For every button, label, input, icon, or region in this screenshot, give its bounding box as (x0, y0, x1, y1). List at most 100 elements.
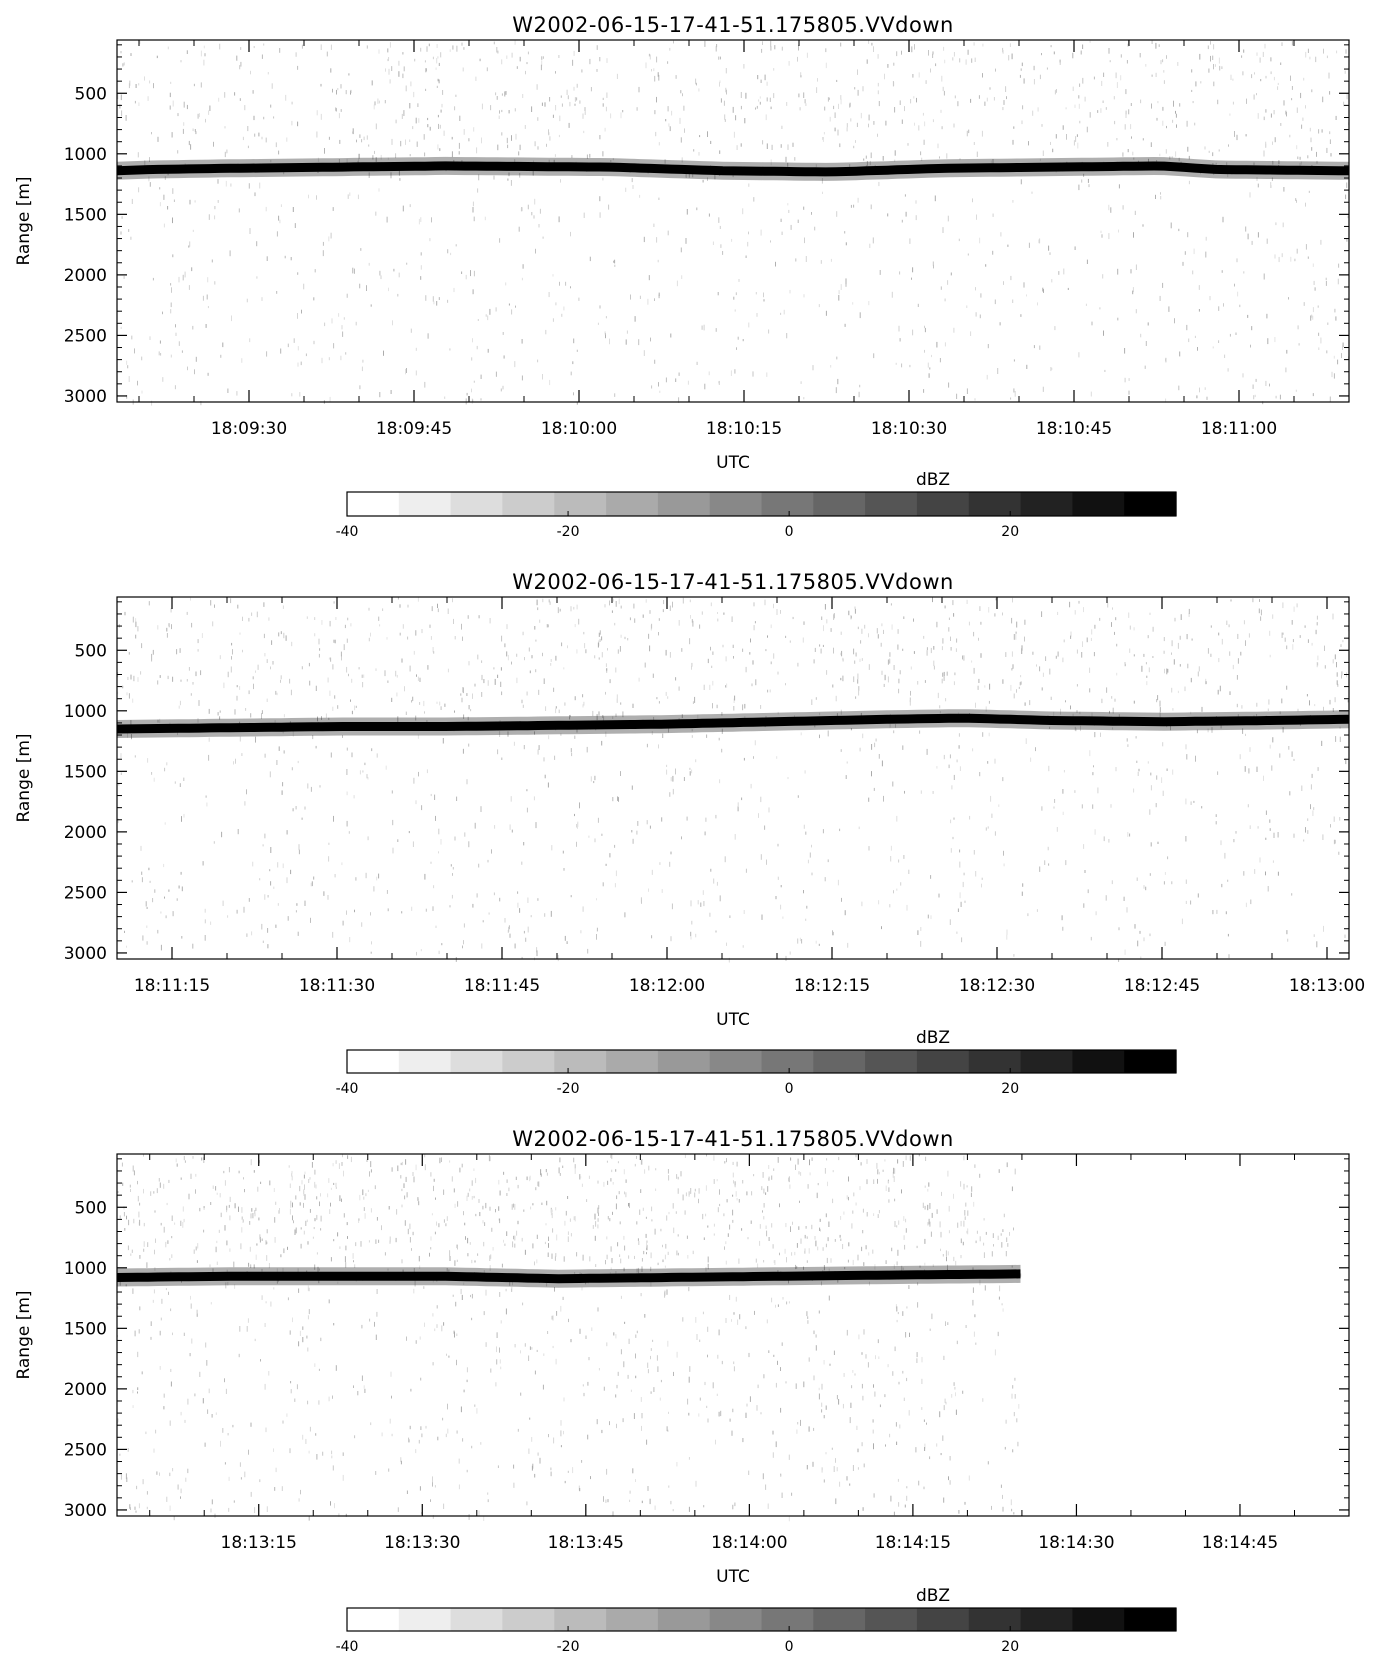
speckle (189, 199, 191, 205)
speckle (550, 1209, 552, 1216)
speckle (742, 1180, 744, 1184)
speckle (785, 683, 786, 686)
speckle (691, 666, 692, 670)
speckle (434, 794, 436, 800)
speckle (204, 908, 206, 913)
speckle (473, 380, 475, 383)
speckle (1345, 49, 1347, 54)
speckle (966, 388, 968, 394)
speckle (678, 686, 680, 691)
speckle (436, 44, 438, 48)
speckle (290, 257, 292, 261)
speckle (250, 713, 252, 718)
speckle (1108, 48, 1110, 54)
speckle (151, 400, 153, 406)
speckle (1041, 806, 1043, 811)
speckle (1159, 700, 1161, 707)
speckle (1054, 799, 1056, 803)
speckle (599, 305, 601, 309)
speckle (1015, 633, 1017, 640)
speckle (120, 1474, 122, 1480)
speckle (730, 370, 732, 376)
speckle (760, 1412, 762, 1415)
speckle (559, 1173, 561, 1176)
speckle (1021, 645, 1023, 651)
speckle (800, 732, 802, 736)
speckle (1304, 625, 1306, 628)
speckle (848, 1242, 850, 1247)
speckle (210, 600, 212, 606)
speckle (447, 1403, 448, 1410)
speckle (204, 1442, 206, 1447)
speckle (1200, 81, 1202, 84)
speckle (1265, 810, 1267, 815)
speckle (316, 110, 318, 116)
speckle (277, 862, 279, 868)
speckle (135, 634, 137, 639)
speckle (534, 1473, 536, 1478)
speckle (536, 599, 538, 606)
speckle (724, 1246, 725, 1250)
speckle (762, 1210, 763, 1213)
speckle (463, 1211, 464, 1216)
speckle (499, 238, 501, 243)
speckle (1347, 215, 1349, 219)
speckle (777, 1360, 778, 1365)
speckle (1286, 112, 1287, 117)
speckle (732, 1504, 734, 1510)
speckle (579, 802, 580, 809)
speckle (596, 934, 597, 940)
speckle (1296, 248, 1298, 254)
speckle (806, 52, 808, 58)
speckle (373, 886, 375, 892)
speckle (742, 1438, 744, 1443)
speckle (192, 943, 194, 949)
speckle (693, 149, 695, 152)
speckle (1259, 599, 1260, 602)
speckle (594, 838, 596, 843)
speckle (1307, 48, 1309, 53)
speckle (601, 1429, 603, 1434)
speckle (683, 105, 685, 111)
speckle (745, 1412, 747, 1418)
speckle (676, 1174, 678, 1179)
speckle (363, 1196, 365, 1200)
speckle (1074, 610, 1076, 615)
speckle (896, 1261, 898, 1266)
speckle (239, 632, 241, 635)
speckle (939, 705, 941, 709)
speckle (657, 72, 659, 77)
speckle (1342, 345, 1343, 350)
speckle (147, 1242, 149, 1247)
speckle (228, 1476, 230, 1481)
speckle (907, 143, 909, 146)
speckle (823, 1415, 825, 1419)
speckle (560, 1430, 562, 1437)
speckle (319, 1201, 320, 1207)
speckle (546, 624, 548, 628)
speckle (1246, 98, 1247, 104)
speckle (433, 885, 435, 889)
speckle (174, 385, 176, 390)
speckle (934, 195, 936, 202)
speckle (295, 52, 297, 57)
speckle (1338, 263, 1340, 268)
speckle (1190, 677, 1192, 683)
speckle (137, 152, 139, 158)
speckle (1062, 125, 1064, 130)
speckle (867, 1362, 869, 1368)
speckle (781, 1342, 783, 1346)
speckle (949, 1456, 951, 1461)
speckle (634, 618, 636, 623)
speckle (788, 209, 790, 213)
speckle (753, 756, 754, 759)
speckle (225, 1388, 227, 1394)
speckle (1156, 117, 1158, 121)
speckle (1006, 929, 1008, 935)
speckle (815, 697, 817, 700)
speckle (827, 1237, 829, 1242)
speckle (401, 911, 403, 914)
speckle (1002, 1229, 1004, 1232)
speckle (375, 1471, 377, 1475)
